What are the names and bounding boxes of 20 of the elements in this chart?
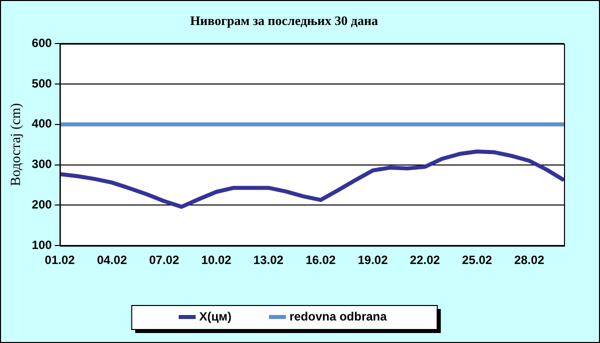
y-tick-label: 200	[32, 198, 52, 212]
x-tick-label: 22.02	[410, 253, 440, 268]
y-tick-label: 100	[32, 238, 52, 252]
x-tick-label: 16.02	[306, 253, 336, 268]
y-tick-label: 600	[32, 36, 52, 50]
x-tick-label: 25.02	[462, 253, 492, 268]
x-tick-label: 01.02	[44, 253, 76, 268]
y-axis-title: Водостај (cm)	[9, 102, 24, 186]
x-tick-label: 28.02	[514, 253, 545, 268]
y-tick-label: 300	[32, 157, 52, 172]
legend-label: X(цм)	[199, 309, 232, 324]
x-tick-label: 10.02	[201, 253, 232, 268]
y-tick-label: 500	[32, 76, 52, 90]
x-tick-label: 07.02	[149, 253, 180, 268]
legend-label: redovna odbrana	[289, 309, 388, 324]
y-tick-label: 400	[32, 116, 52, 131]
x-tick-label: 13.02	[253, 253, 284, 268]
x-tick-label: 04.02	[96, 253, 128, 268]
chart-title: Нивограм за последњих 30 дана	[190, 13, 378, 28]
x-tick-label: 19.02	[358, 253, 388, 268]
